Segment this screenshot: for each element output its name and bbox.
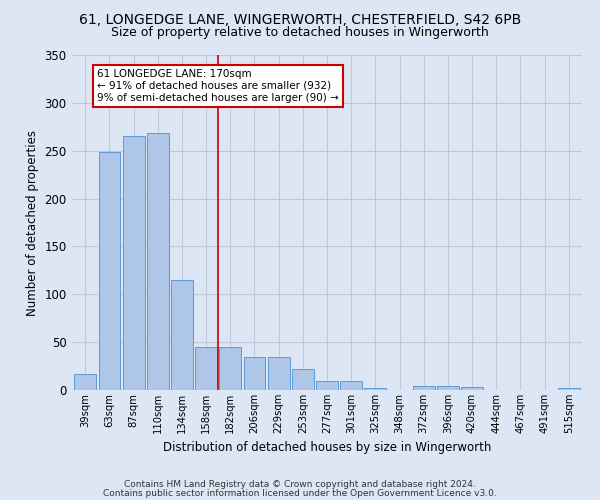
Bar	[316, 382, 338, 390]
Text: Size of property relative to detached houses in Wingerworth: Size of property relative to detached ho…	[111, 26, 489, 39]
Y-axis label: Number of detached properties: Number of detached properties	[26, 130, 38, 316]
Bar	[268, 356, 290, 390]
X-axis label: Distribution of detached houses by size in Wingerworth: Distribution of detached houses by size …	[163, 442, 491, 454]
Bar	[413, 386, 434, 390]
Text: 61, LONGEDGE LANE, WINGERWORTH, CHESTERFIELD, S42 6PB: 61, LONGEDGE LANE, WINGERWORTH, CHESTERF…	[79, 12, 521, 26]
Bar	[195, 347, 217, 390]
Bar	[461, 387, 483, 390]
Bar	[364, 388, 386, 390]
Text: Contains HM Land Registry data © Crown copyright and database right 2024.: Contains HM Land Registry data © Crown c…	[124, 480, 476, 489]
Text: Contains public sector information licensed under the Open Government Licence v3: Contains public sector information licen…	[103, 489, 497, 498]
Bar	[171, 280, 193, 390]
Bar	[74, 374, 96, 390]
Bar	[292, 369, 314, 390]
Bar	[123, 136, 145, 390]
Bar	[558, 388, 580, 390]
Bar	[147, 134, 169, 390]
Bar	[220, 347, 241, 390]
Text: 61 LONGEDGE LANE: 170sqm
← 91% of detached houses are smaller (932)
9% of semi-d: 61 LONGEDGE LANE: 170sqm ← 91% of detach…	[97, 70, 339, 102]
Bar	[244, 356, 265, 390]
Bar	[437, 386, 459, 390]
Bar	[98, 152, 121, 390]
Bar	[340, 382, 362, 390]
